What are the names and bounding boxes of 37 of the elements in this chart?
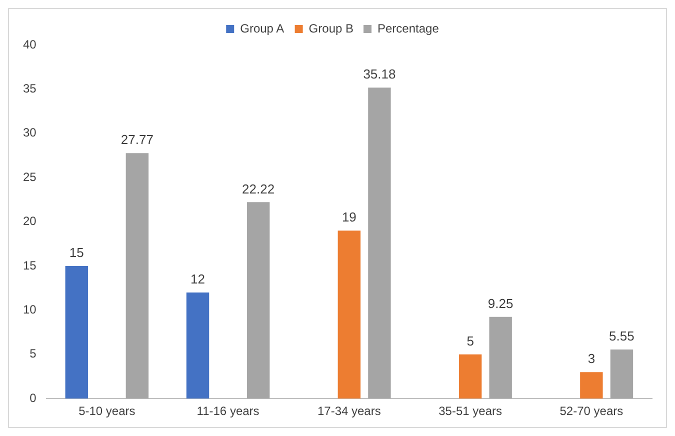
y-tick-label: 5 — [30, 346, 37, 361]
bar — [126, 153, 149, 399]
data-label: 5 — [466, 333, 474, 348]
data-label: 12 — [190, 272, 205, 287]
bar — [580, 372, 603, 399]
y-tick-label: 35 — [22, 82, 37, 96]
bar — [489, 316, 512, 399]
x-tick-label: 52-70 years — [560, 404, 624, 418]
x-tick-label: 5-10 years — [78, 404, 136, 418]
bar — [65, 266, 88, 399]
bar — [368, 88, 391, 399]
data-label: 15 — [69, 245, 84, 260]
x-tick-label: 17-34 years — [317, 404, 381, 418]
x-tick-label: 11-16 years — [196, 404, 260, 418]
data-label: 22.22 — [242, 181, 275, 196]
data-label: 9.25 — [488, 296, 514, 311]
data-label: 5.55 — [609, 328, 634, 344]
data-label: 19 — [342, 210, 356, 225]
data-label: 27.77 — [120, 132, 154, 148]
y-tick-label: 10 — [22, 302, 37, 317]
bar — [338, 230, 361, 399]
bar — [610, 350, 634, 399]
legend-label: Percentage — [378, 21, 440, 36]
data-label: 35.18 — [363, 66, 396, 82]
y-tick-label: 15 — [22, 258, 37, 272]
y-tick-label: 40 — [22, 37, 37, 52]
bar — [186, 292, 210, 399]
legend-label: Group B — [308, 21, 354, 36]
bar — [458, 354, 482, 399]
y-tick-label: 30 — [22, 126, 37, 140]
y-tick-label: 25 — [22, 170, 37, 184]
bar — [246, 202, 270, 399]
data-label: 3 — [588, 351, 596, 366]
y-tick-label: 20 — [22, 214, 37, 228]
legend-label: Group A — [240, 21, 284, 36]
x-tick-label: 35-51 years — [438, 404, 502, 418]
y-tick-label: 0 — [30, 390, 37, 405]
